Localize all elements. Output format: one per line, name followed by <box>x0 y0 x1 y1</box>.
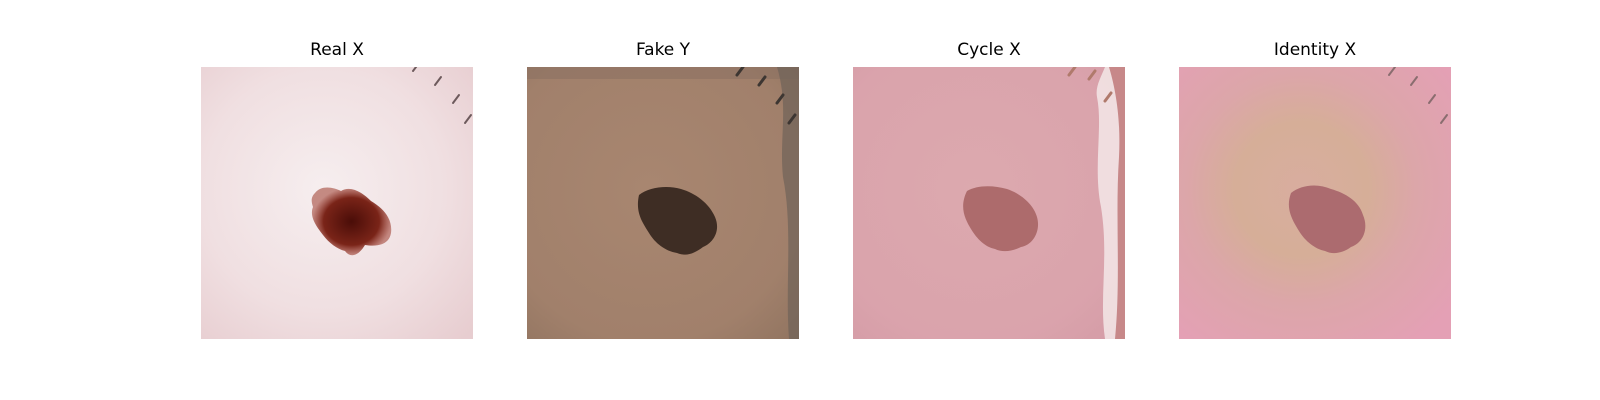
ruler-marks <box>1388 67 1448 124</box>
ruler-marks <box>735 67 797 125</box>
lesion <box>1288 185 1366 254</box>
panel-identity-x: Identity X <box>1179 0 1451 400</box>
cycle-x-image <box>853 67 1125 339</box>
fake-y-image <box>527 67 799 339</box>
ruler-marks <box>412 67 472 124</box>
panel-title: Identity X <box>1273 40 1357 60</box>
lesion <box>637 187 718 255</box>
identity-x-image <box>1179 67 1451 339</box>
panel-real-x: Real X <box>201 0 473 400</box>
lesion <box>963 186 1039 252</box>
panel-title: Real X <box>310 40 364 60</box>
real-x-image <box>201 67 473 339</box>
panel-title: Cycle X <box>957 40 1021 60</box>
panel-title: Fake Y <box>635 40 691 60</box>
panel-cycle-x: Cycle X <box>853 0 1125 400</box>
ruler-marks <box>1067 67 1113 103</box>
panel-fake-y: Fake Y <box>527 0 799 400</box>
lesion <box>311 187 392 256</box>
